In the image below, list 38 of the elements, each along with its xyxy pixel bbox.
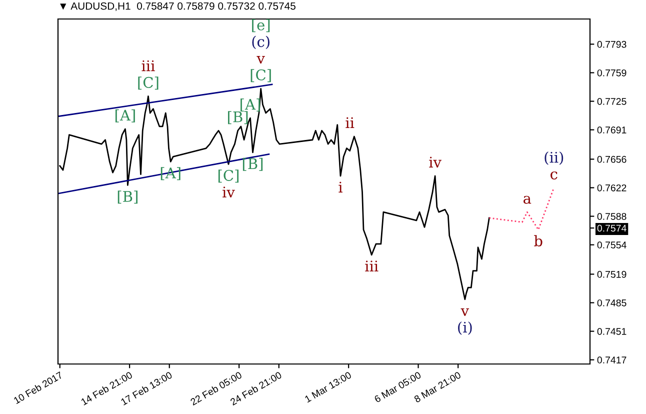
x-tick-label: 10 Feb 2017 xyxy=(13,371,64,404)
annotation: [B] xyxy=(118,190,138,204)
annotation: iv xyxy=(222,186,235,198)
annotation: iii xyxy=(365,260,378,272)
annotation: (i) xyxy=(458,321,472,335)
y-tick-label: 0.7574 xyxy=(597,224,626,232)
annotation: v xyxy=(256,56,265,64)
annotation: iii xyxy=(142,60,155,72)
annotation: iv xyxy=(429,156,442,168)
y-tick-label: 0.7725 xyxy=(597,98,626,105)
chart-title: ▼ AUDUSD,H1 0.75847 0.75879 0.75732 0.75745 xyxy=(60,2,296,11)
y-tick-label: 0.7588 xyxy=(597,212,626,220)
annotation: v xyxy=(460,308,470,316)
annotation: a xyxy=(524,196,532,204)
annotation: ii xyxy=(346,117,354,128)
annotation: (c) xyxy=(252,36,270,50)
y-tick-label: 0.7417 xyxy=(597,356,626,364)
y-tick-label: 0.7485 xyxy=(597,299,626,306)
annotation: [e] xyxy=(252,19,270,32)
annotation: [C] xyxy=(250,69,271,82)
annotation: b xyxy=(534,235,542,246)
y-tick-label: 0.7622 xyxy=(597,184,626,192)
annotation: [A] xyxy=(116,109,135,122)
annotation: (ii) xyxy=(544,152,564,165)
annotation: c xyxy=(550,171,558,180)
annotation: [B] xyxy=(228,111,248,124)
line-series xyxy=(488,187,555,230)
y-tick-label: 0.7656 xyxy=(597,156,626,163)
annotation: i xyxy=(338,182,342,192)
annotation: [C] xyxy=(138,76,158,90)
y-tick-label: 0.7554 xyxy=(597,242,626,248)
annotation: [B] xyxy=(242,158,263,171)
y-tick-label: 0.7793 xyxy=(597,40,626,48)
y-tick-label: 0.7451 xyxy=(597,328,626,335)
y-tick-label: 0.7759 xyxy=(597,69,626,76)
y-tick-label: 0.7519 xyxy=(597,270,626,278)
annotation: [C] xyxy=(218,170,239,183)
y-tick-label: 0.7691 xyxy=(597,126,626,134)
